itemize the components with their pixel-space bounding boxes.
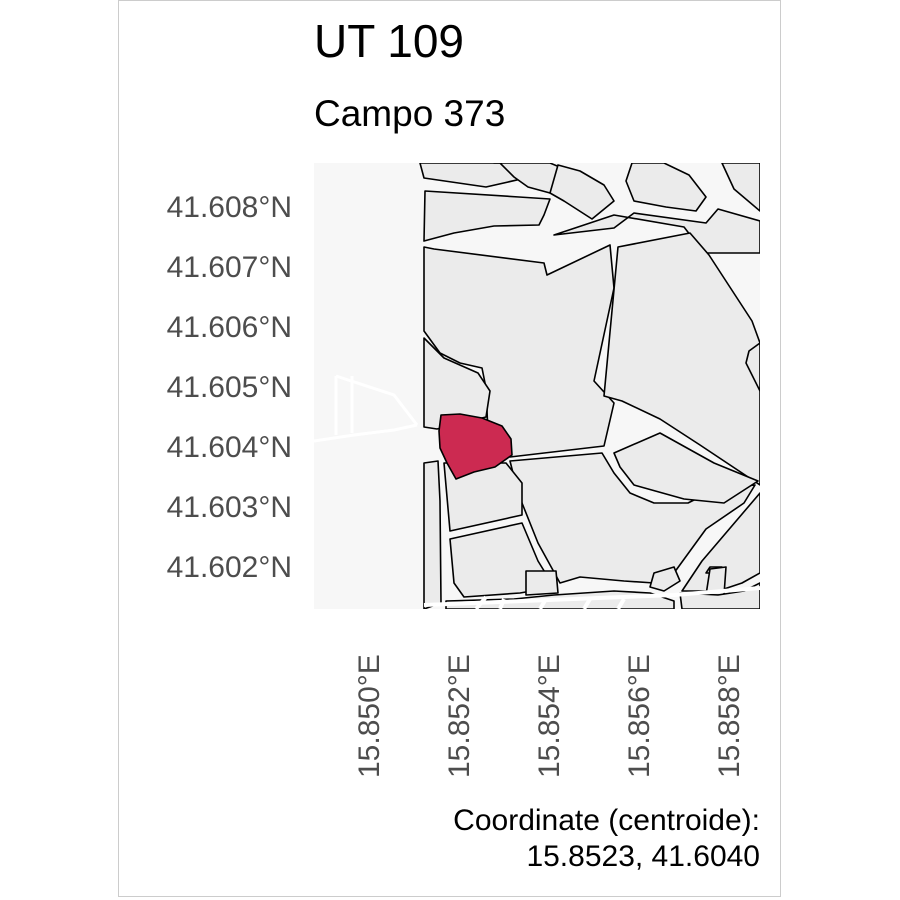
road-gaps (423, 586, 760, 609)
caption-line-1: Coordinate (centroide): (453, 804, 760, 837)
y-tick-label: 41.607°N (166, 251, 292, 284)
map-title: UT 109 (314, 15, 465, 67)
parcel (625, 163, 707, 212)
parcel (423, 244, 615, 458)
parcel (649, 566, 681, 592)
y-tick-label: 41.608°N (166, 191, 292, 224)
parcel (525, 570, 559, 596)
x-tick-label: 15.854°E (533, 654, 566, 778)
parcel (613, 432, 759, 504)
centroid-caption: Coordinate (centroide): 15.8523, 41.6040 (340, 803, 760, 875)
x-tick-label: 15.850°E (353, 654, 386, 778)
parcel (423, 337, 491, 430)
parcel (549, 164, 615, 220)
y-tick-label: 41.603°N (166, 491, 292, 524)
y-tick-label: 41.604°N (166, 431, 292, 464)
y-tick-label: 41.606°N (166, 311, 292, 344)
map-subtitle: Campo 373 (314, 93, 506, 134)
x-tick-label: 15.858°E (713, 654, 746, 778)
parcel (745, 342, 760, 392)
caption-line-2: 15.8523, 41.6040 (526, 840, 760, 873)
parcel (423, 460, 442, 609)
parcel (721, 163, 760, 212)
x-tick-label: 15.856°E (623, 654, 656, 778)
parcel (423, 190, 551, 242)
parcel (603, 232, 760, 486)
x-tick-label: 15.852°E (443, 654, 476, 778)
parcel-map (314, 163, 760, 609)
parcel (679, 582, 760, 609)
y-tick-label: 41.602°N (166, 551, 292, 584)
parcel (553, 208, 760, 254)
background-roads (314, 374, 419, 443)
y-tick-label: 41.605°N (166, 371, 292, 404)
highlighted-parcel (438, 413, 513, 480)
